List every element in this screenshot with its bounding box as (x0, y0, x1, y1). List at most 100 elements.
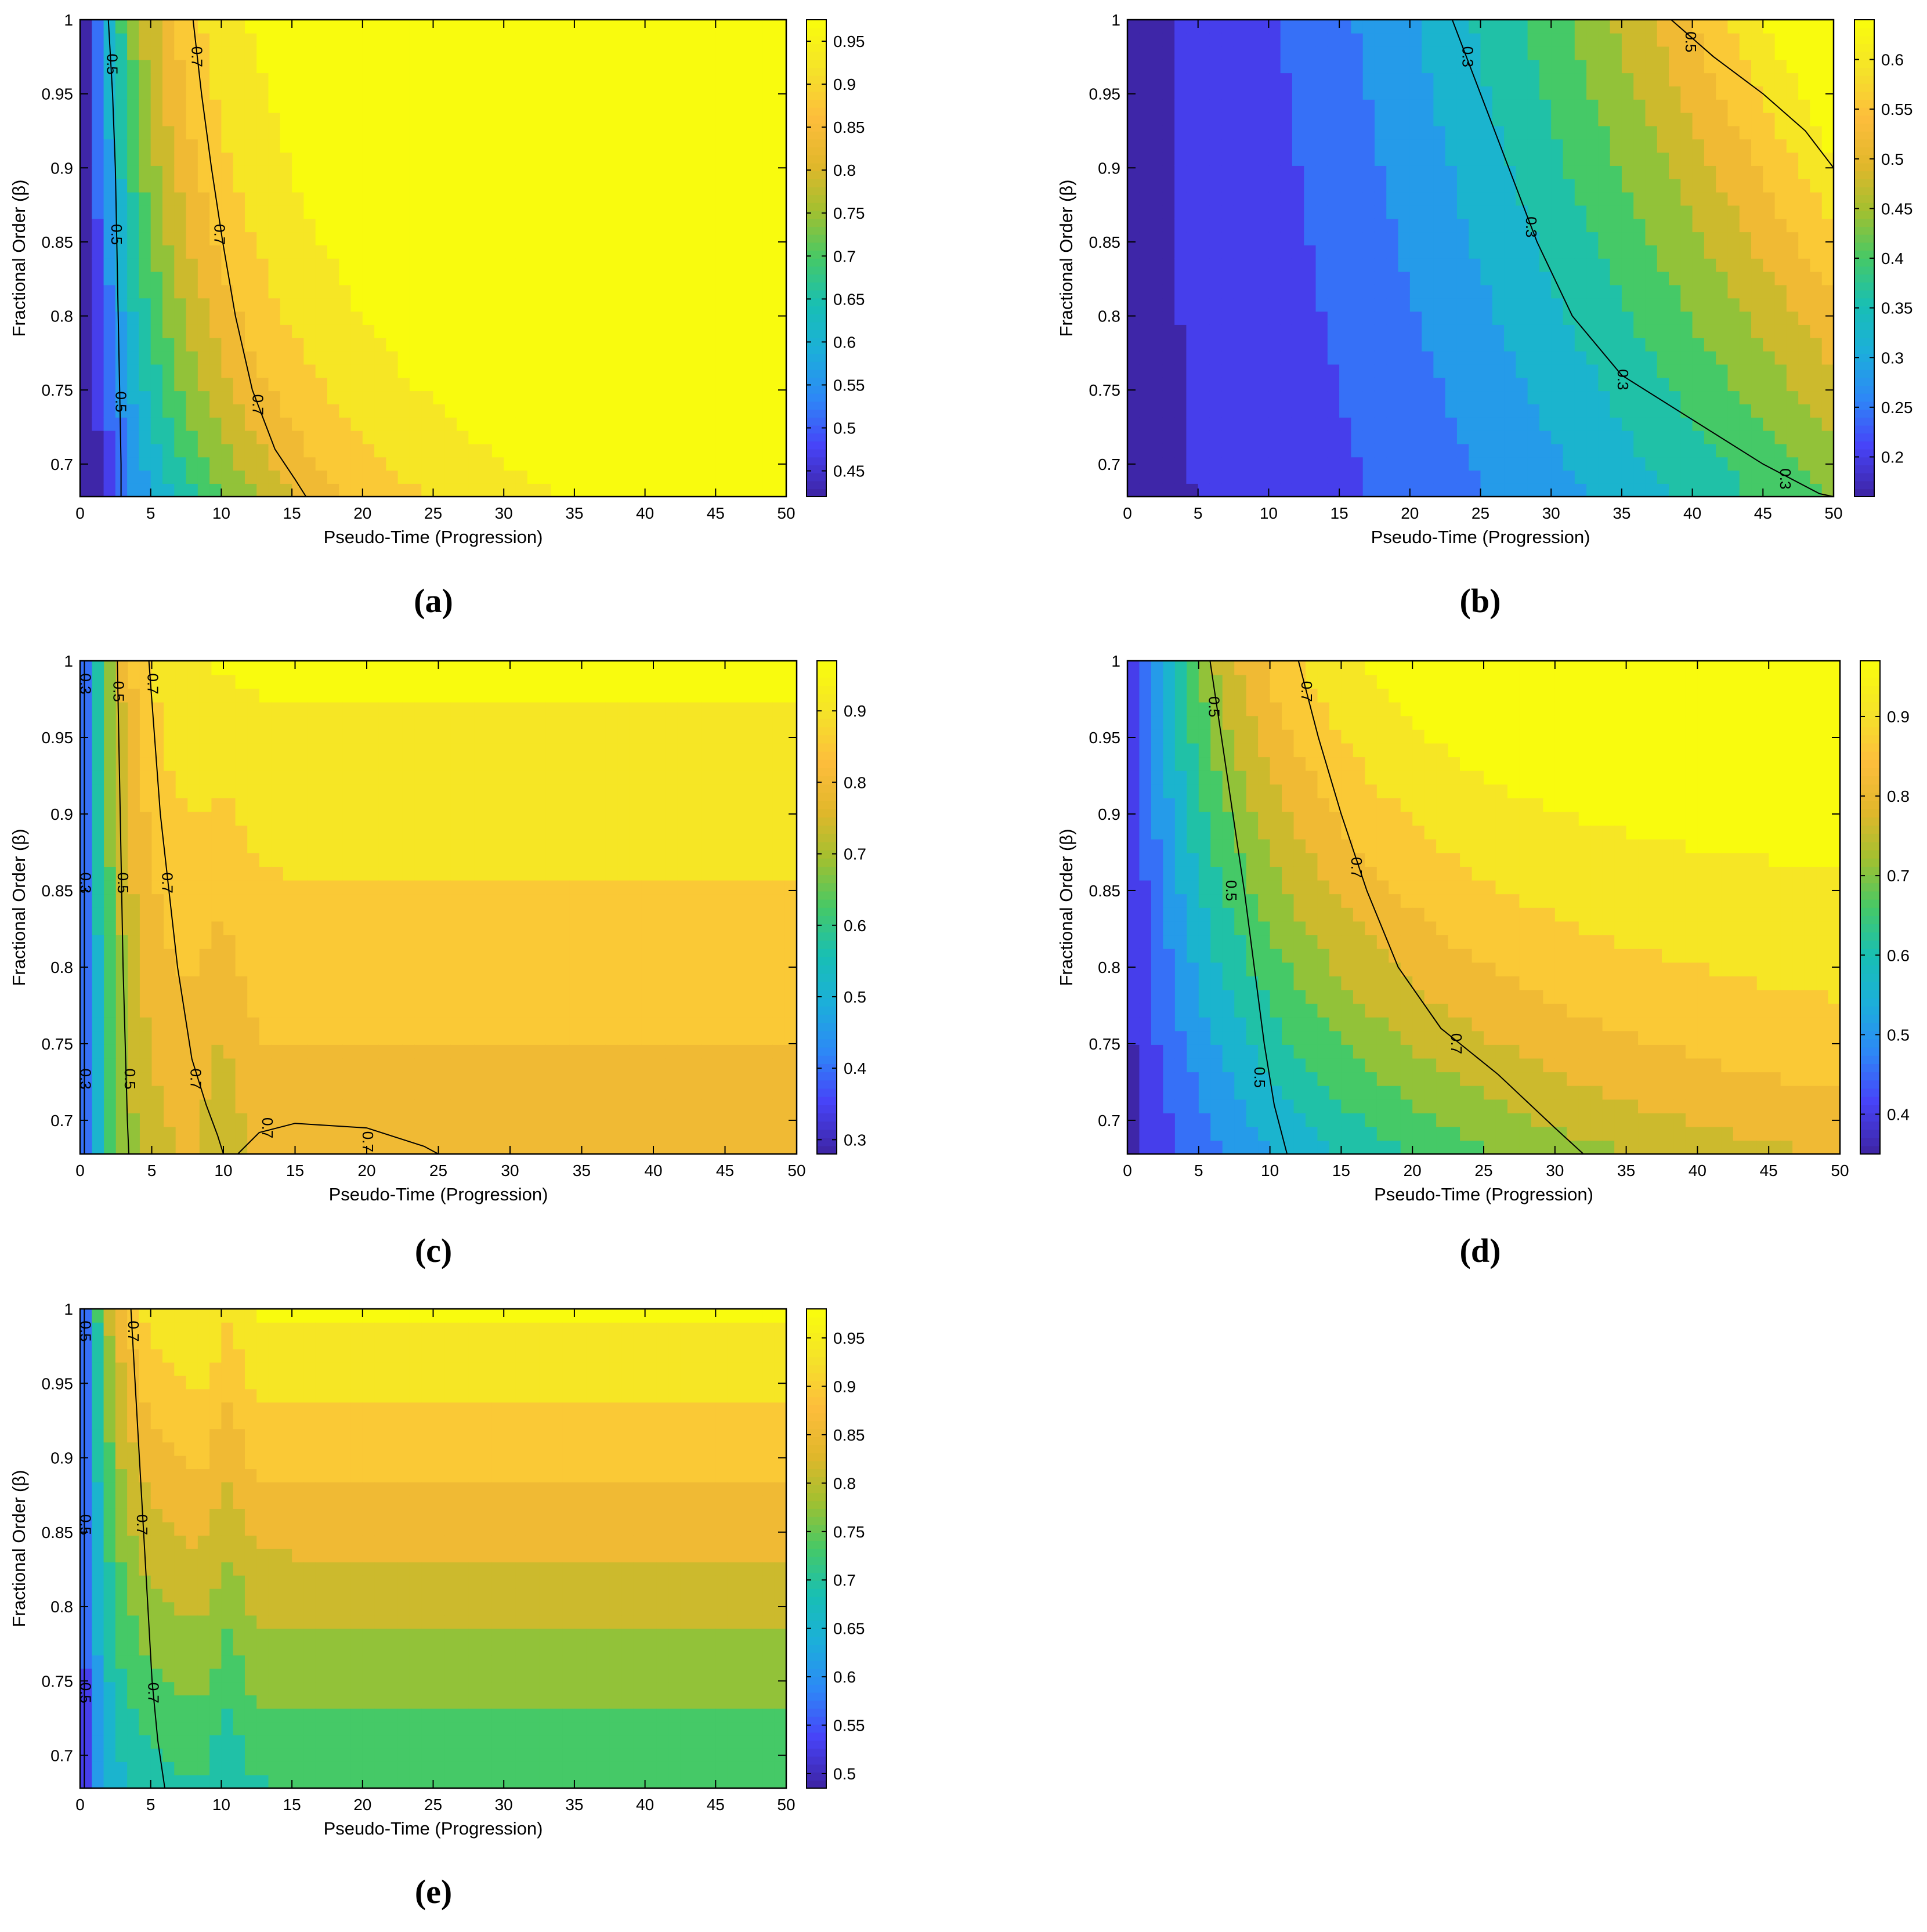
field-cell (562, 73, 575, 86)
field-cell (1469, 271, 1481, 285)
field-cell (621, 59, 634, 74)
field-cell (727, 231, 740, 245)
field-cell (151, 962, 164, 976)
colorbar-segment (1854, 448, 1874, 458)
field-cell (280, 364, 292, 378)
field-cell (1315, 390, 1328, 404)
field-cell (115, 364, 128, 378)
field-cell (1327, 165, 1340, 179)
field-cell (1433, 377, 1446, 392)
field-cell (1492, 298, 1505, 312)
field-cell (727, 99, 740, 113)
field-cell (175, 798, 189, 812)
field-cell (1574, 112, 1587, 126)
field-cell (280, 59, 292, 74)
contour-label: 0.5 (104, 54, 121, 75)
field-cell (1422, 364, 1434, 378)
field-cell (1810, 417, 1823, 431)
field-cell (1304, 324, 1317, 338)
field-cell (598, 390, 610, 404)
field-cell (164, 1113, 176, 1127)
field-cell (1598, 377, 1611, 392)
field-cell (1704, 86, 1716, 100)
field-cell (1268, 99, 1281, 113)
field-cell (504, 245, 516, 259)
field-cell (515, 231, 528, 245)
field-cell (80, 46, 93, 60)
field-cell (1151, 73, 1163, 86)
field-cell (1798, 457, 1811, 471)
field-cell (1469, 46, 1481, 60)
field-cell (480, 457, 493, 471)
field-cell (1516, 231, 1528, 245)
field-cell (80, 661, 93, 675)
field-cell (1774, 32, 1787, 47)
x-tick-label: 5 (1194, 504, 1203, 522)
field-cell (491, 86, 504, 100)
field-cell (598, 338, 610, 352)
field-cell (751, 86, 764, 100)
field-cell (1633, 271, 1646, 285)
field-cell (162, 73, 175, 86)
field-cell (115, 1126, 129, 1141)
field-cell (551, 284, 563, 299)
field-cell (139, 674, 153, 689)
field-cell (668, 46, 681, 60)
field-cell (433, 298, 446, 312)
field-cell (727, 179, 740, 193)
field-cell (1563, 165, 1575, 179)
field-cell (1198, 20, 1210, 34)
field-cell (515, 179, 528, 193)
field-cell (244, 271, 258, 285)
field-cell (715, 298, 728, 312)
field-cell (397, 390, 410, 404)
field-cell (1739, 20, 1752, 34)
field-cell (551, 152, 563, 166)
field-cell (668, 59, 681, 74)
field-cell (1610, 430, 1622, 444)
field-cell (164, 770, 176, 785)
field-cell (1233, 179, 1246, 193)
field-cell (197, 32, 210, 47)
field-cell (1198, 112, 1210, 126)
field-cell (762, 59, 775, 74)
field-cell (1327, 457, 1340, 471)
field-cell (104, 798, 117, 812)
field-cell (727, 125, 740, 140)
field-cell (1574, 430, 1587, 444)
field-cell (633, 404, 646, 418)
field-cell (397, 377, 410, 392)
field-cell (162, 364, 175, 378)
colorbar-segment (1854, 226, 1874, 235)
colorbar-segment (1854, 202, 1874, 211)
field-cell (1245, 258, 1257, 272)
field-cell (1433, 364, 1446, 378)
x-tick-label: 50 (1824, 504, 1842, 522)
field-cell (1456, 364, 1470, 378)
field-cell (1268, 417, 1281, 431)
field-cell (1716, 112, 1729, 126)
field-cell (656, 311, 669, 325)
field-cell (80, 1072, 93, 1086)
field-cell (739, 179, 751, 193)
field-cell (1739, 179, 1752, 193)
field-cell (1245, 298, 1257, 312)
field-cell (175, 948, 189, 963)
field-cell (1139, 218, 1152, 233)
field-cell (762, 165, 775, 179)
field-cell (115, 152, 128, 166)
field-cell (397, 430, 410, 444)
field-cell (1739, 271, 1752, 285)
field-cell (186, 59, 198, 74)
field-cell (468, 99, 481, 113)
field-cell (92, 218, 104, 233)
field-cell (397, 32, 410, 47)
field-cell (139, 443, 151, 458)
field-cell (1280, 32, 1293, 47)
field-cell (1280, 377, 1293, 392)
field-cell (139, 1113, 153, 1127)
field-cell (1186, 443, 1199, 458)
field-cell (621, 125, 634, 140)
field-cell (1409, 377, 1422, 392)
field-cell (374, 59, 387, 74)
